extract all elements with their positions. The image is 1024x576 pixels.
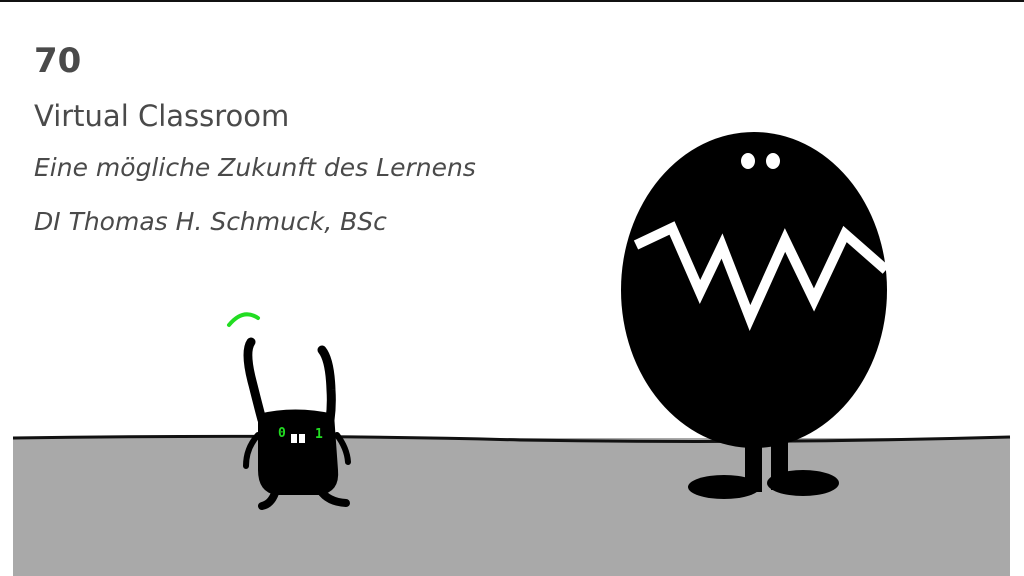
robot-creature: 0 1 (227, 312, 351, 510)
egg-monster (621, 132, 890, 499)
egg-right-eye (766, 153, 780, 169)
robot-tooth-right (299, 434, 305, 443)
horizon-line (12, 434, 1011, 443)
right-antenna (317, 345, 336, 425)
ground (13, 438, 1010, 576)
robot-right-arm (334, 432, 351, 465)
episode-number: 70 (34, 41, 82, 81)
robot-left-arm (243, 432, 261, 469)
slide-title: Virtual Classroom (34, 99, 290, 133)
robot-tooth-left (291, 434, 297, 443)
egg-crack-zigzag (633, 221, 890, 331)
slide-author: DI Thomas H. Schmuck, BSc (34, 207, 387, 236)
top-border-line (0, 0, 1024, 2)
left-antenna (243, 337, 267, 425)
signal-arc-icon (227, 312, 260, 327)
egg-left-foot (688, 475, 760, 499)
robot-right-leg (316, 486, 350, 507)
robot-display-right: 1 (315, 427, 323, 442)
robot-left-leg (258, 486, 280, 510)
robot-body (258, 409, 339, 495)
egg-left-eye (741, 153, 755, 169)
slide-subtitle: Eine mögliche Zukunft des Lernens (34, 153, 476, 182)
slide-text-block: 70 Virtual Classroom Eine mögliche Zukun… (34, 38, 476, 240)
egg-right-foot (767, 470, 839, 496)
robot-display-left: 0 (278, 426, 286, 441)
egg-body (621, 132, 887, 448)
